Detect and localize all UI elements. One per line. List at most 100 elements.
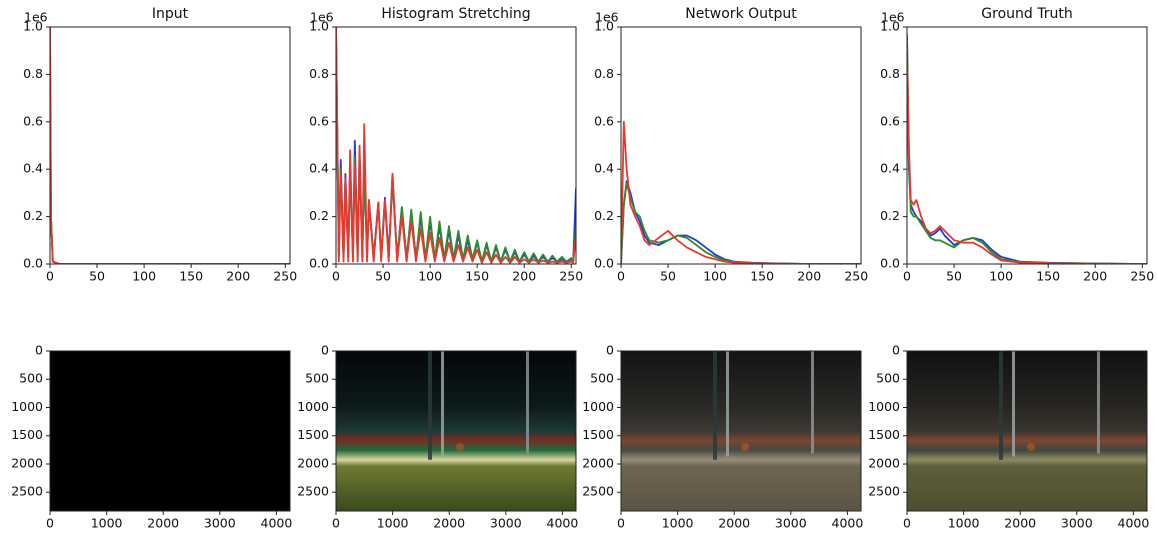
x-tick-label: 250 xyxy=(273,269,297,284)
pole xyxy=(441,351,444,457)
x-tick-label: 50 xyxy=(660,269,676,284)
x-tick-label: 50 xyxy=(375,269,391,284)
x-tick-label: 0 xyxy=(617,516,625,531)
y-tick-label: 0.2 xyxy=(594,208,614,223)
y-tick-label: 0.4 xyxy=(880,161,900,176)
ball xyxy=(1027,443,1035,451)
x-tick-label: 3000 xyxy=(490,516,522,531)
histogram-line xyxy=(336,27,576,263)
y-tick-label: 1000 xyxy=(868,399,900,414)
x-tick-label: 1000 xyxy=(948,516,980,531)
y-tick-label: 2500 xyxy=(582,484,614,499)
y-tick-label: 0 xyxy=(321,343,329,358)
axes-frame xyxy=(620,26,862,265)
y-tick-label: 0.6 xyxy=(880,113,900,128)
x-tick-label: 3000 xyxy=(1061,516,1093,531)
y-tick-label: 2500 xyxy=(11,484,43,499)
y-tick-label: 500 xyxy=(590,371,614,386)
y-tick-label: 1.0 xyxy=(880,19,900,34)
x-tick-label: 4000 xyxy=(547,516,579,531)
y-tick-label: 1500 xyxy=(297,427,329,442)
x-tick-label: 0 xyxy=(903,516,911,531)
x-tick-label: 2000 xyxy=(147,516,179,531)
y-tick-label: 1500 xyxy=(11,427,43,442)
x-tick-label: 100 xyxy=(989,269,1013,284)
pole xyxy=(428,351,432,460)
y-tick-label: 1000 xyxy=(11,399,43,414)
y-tick-label: 1.0 xyxy=(23,19,43,34)
y-tick-label: 1.0 xyxy=(594,19,614,34)
x-tick-label: 200 xyxy=(512,269,536,284)
histogram-line xyxy=(336,27,576,264)
x-tick-label: 0 xyxy=(617,269,625,284)
pole xyxy=(713,351,717,460)
x-tick-label: 150 xyxy=(179,269,203,284)
y-tick-label: 1500 xyxy=(868,427,900,442)
x-tick-label: 100 xyxy=(132,269,156,284)
image xyxy=(336,351,576,511)
histogram-line xyxy=(621,182,861,264)
y-tick-label: 0 xyxy=(606,343,614,358)
y-tick-label: 0.8 xyxy=(880,66,900,81)
image-details xyxy=(428,351,529,460)
axes-frame xyxy=(335,26,577,265)
y-tick-label: 1000 xyxy=(297,399,329,414)
ball xyxy=(456,443,464,451)
x-tick-label: 1000 xyxy=(377,516,409,531)
x-tick-label: 0 xyxy=(332,269,340,284)
y-tick-label: 500 xyxy=(876,371,900,386)
x-tick-label: 200 xyxy=(226,269,250,284)
histogram-line xyxy=(621,180,861,264)
y-tick-label: 1000 xyxy=(582,399,614,414)
y-tick-label: 0.2 xyxy=(880,208,900,223)
y-offset-label: 1e6 xyxy=(310,10,334,25)
x-tick-label: 50 xyxy=(89,269,105,284)
x-tick-label: 2000 xyxy=(433,516,465,531)
image-details xyxy=(713,351,814,460)
histogram-line xyxy=(907,38,1147,264)
y-offset-label: 1e6 xyxy=(595,10,619,25)
chart-title: Network Output xyxy=(685,6,797,22)
y-tick-label: 0 xyxy=(892,343,900,358)
y-tick-label: 0.2 xyxy=(309,208,329,223)
x-tick-label: 150 xyxy=(750,269,774,284)
histogram-line xyxy=(621,120,861,264)
x-tick-label: 2000 xyxy=(718,516,750,531)
chart-title: Input xyxy=(152,6,189,22)
y-tick-label: 0.0 xyxy=(594,256,614,271)
y-tick-label: 0.0 xyxy=(23,256,43,271)
y-tick-label: 0.0 xyxy=(880,256,900,271)
y-tick-label: 0 xyxy=(35,343,43,358)
y-tick-label: 0.4 xyxy=(23,161,43,176)
y-tick-label: 0.6 xyxy=(594,113,614,128)
histogram-line xyxy=(50,27,290,264)
axes-frame xyxy=(620,350,862,512)
axes-frame xyxy=(335,350,577,512)
x-tick-label: 1000 xyxy=(91,516,123,531)
x-tick-label: 150 xyxy=(1036,269,1060,284)
x-tick-label: 0 xyxy=(332,516,340,531)
y-tick-label: 2000 xyxy=(297,455,329,470)
x-tick-label: 3000 xyxy=(204,516,236,531)
y-tick-label: 2000 xyxy=(11,455,43,470)
x-tick-label: 4000 xyxy=(1118,516,1150,531)
pole xyxy=(1012,351,1015,457)
pole xyxy=(1097,351,1100,454)
pole xyxy=(726,351,729,457)
y-tick-label: 0.8 xyxy=(594,66,614,81)
y-tick-label: 0.2 xyxy=(23,208,43,223)
x-tick-label: 0 xyxy=(903,269,911,284)
y-tick-label: 2500 xyxy=(868,484,900,499)
x-tick-label: 0 xyxy=(46,269,54,284)
axes-frame xyxy=(906,26,1148,265)
chart-title: Ground Truth xyxy=(981,6,1072,22)
pole xyxy=(811,351,814,454)
x-tick-label: 250 xyxy=(559,269,583,284)
axes-frame xyxy=(49,26,291,265)
y-offset-label: 1e6 xyxy=(881,10,905,25)
ball xyxy=(741,443,749,451)
image-details xyxy=(999,351,1100,460)
x-tick-label: 50 xyxy=(946,269,962,284)
axes-frame xyxy=(49,350,291,512)
